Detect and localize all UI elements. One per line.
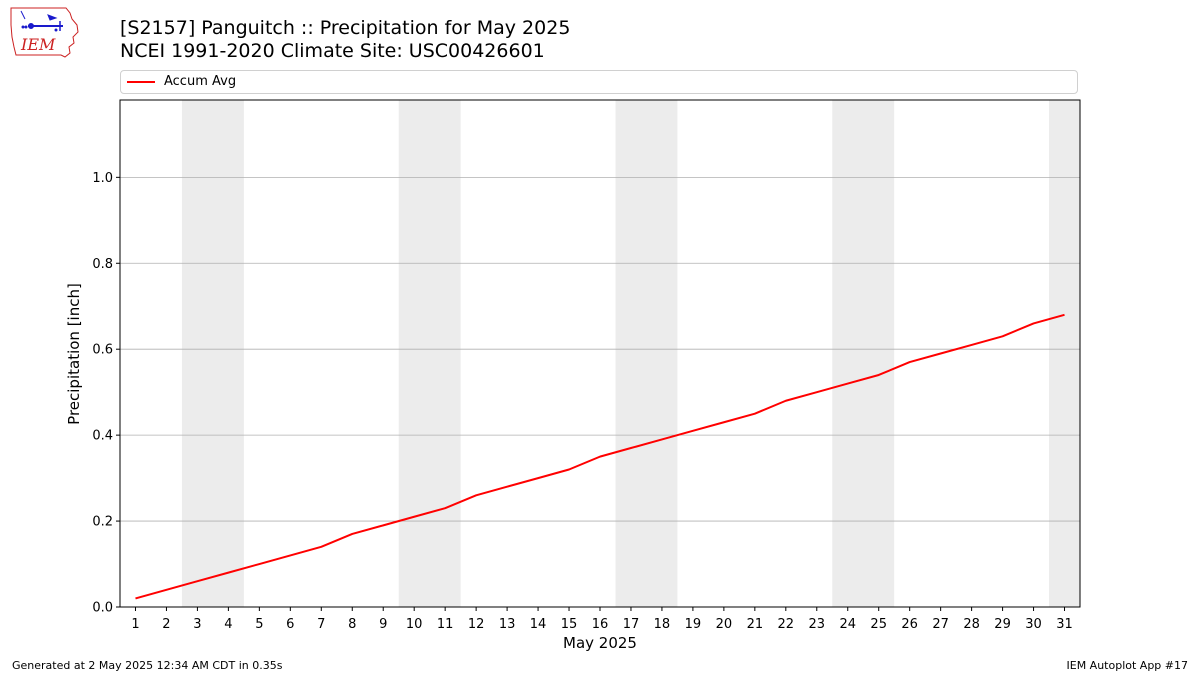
weekend-band [1049,100,1080,607]
y-tick-label: 0.8 [92,257,113,272]
iem-logo: IEM [10,7,79,58]
y-tick-label: 1.0 [92,171,113,186]
x-tick-label: 11 [437,617,454,632]
plot-frame [119,99,1081,608]
x-tick-label: 1 [131,617,139,632]
legend-swatch-accum-avg [127,81,155,83]
x-tick-label: 25 [870,617,887,632]
x-tick-label: 9 [379,617,387,632]
weekend-band [181,100,244,607]
x-tick-label: 27 [932,617,949,632]
x-tick-label: 31 [1056,617,1073,632]
logo-text: IEM [20,35,56,54]
y-tick-label: 0.6 [92,343,113,358]
x-tick-label: 3 [193,617,201,632]
x-tick-label: 22 [778,617,795,632]
chart-subtitle: NCEI 1991-2020 Climate Site: USC00426601 [120,40,545,62]
y-tick-label: 0.0 [92,601,113,616]
weather-station-icon [20,10,63,32]
weekend-band [832,100,895,607]
x-tick-label: 30 [1025,617,1042,632]
y-tick-label: 0.4 [92,429,113,444]
weekend-band [615,100,678,607]
x-tick-label: 10 [406,617,423,632]
app-id-label: IEM Autoplot App #17 [1066,659,1189,672]
x-tick-label: 29 [994,617,1011,632]
x-tick-label: 17 [623,617,640,632]
x-tick-label: 7 [317,617,325,632]
x-tick-label: 19 [685,617,702,632]
legend: Accum Avg [120,70,1078,94]
x-tick-label: 23 [809,617,826,632]
x-tick-label: 21 [747,617,764,632]
iowa-outline [10,7,79,58]
x-tick-label: 12 [468,617,485,632]
weekend-band [398,100,461,607]
legend-label-accum-avg: Accum Avg [164,74,237,89]
x-tick-label: 4 [224,617,232,632]
x-tick-label: 14 [530,617,547,632]
x-tick-label: 18 [654,617,671,632]
x-tick-label: 8 [348,617,356,632]
x-axis-label: May 2025 [563,634,637,652]
y-tick-label: 0.2 [92,515,113,530]
x-tick-label: 5 [255,617,263,632]
x-tick-label: 28 [963,617,980,632]
x-tick-label: 13 [499,617,516,632]
x-tick-label: 6 [286,617,294,632]
y-axis-label: Precipitation [inch] [65,283,83,425]
x-tick-label: 24 [839,617,856,632]
generated-timestamp: Generated at 2 May 2025 12:34 AM CDT in … [12,659,283,672]
x-tick-label: 16 [592,617,609,632]
x-tick-label: 15 [561,617,578,632]
chart-title: [S2157] Panguitch :: Precipitation for M… [120,17,571,39]
x-tick-label: 2 [162,617,170,632]
x-tick-label: 20 [716,617,733,632]
x-tick-label: 26 [901,617,918,632]
